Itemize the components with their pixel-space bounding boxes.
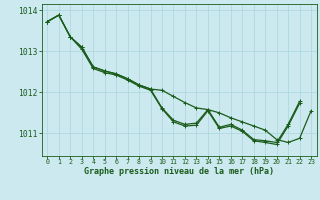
X-axis label: Graphe pression niveau de la mer (hPa): Graphe pression niveau de la mer (hPa) [84,167,274,176]
